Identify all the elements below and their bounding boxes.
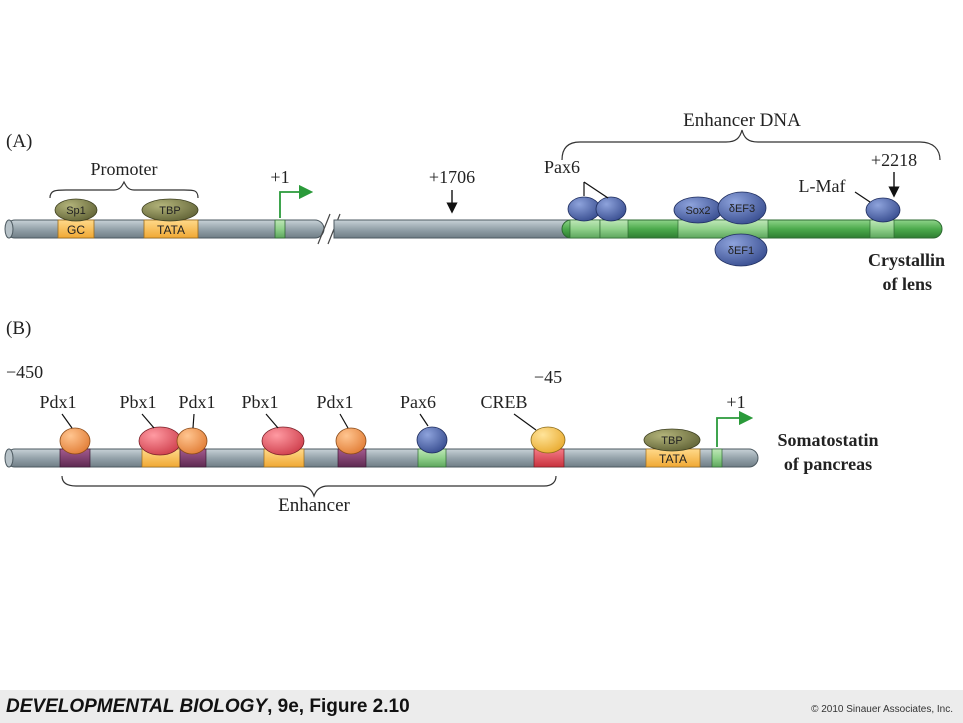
copyright-notice: © 2010 Sinauer Associates, Inc. bbox=[811, 704, 953, 715]
tbp-label-a: TBP bbox=[159, 205, 180, 217]
pdx1-pointer-1 bbox=[61, 413, 73, 429]
def1-protein bbox=[714, 233, 768, 267]
pax6-pointer-b bbox=[419, 413, 429, 427]
tbp-protein-a bbox=[141, 198, 199, 222]
def3-label: δEF3 bbox=[729, 203, 755, 215]
tata-box-label-b: TATA bbox=[659, 452, 687, 466]
enhancer-label-b: Enhancer bbox=[278, 495, 350, 516]
tss-arrow-a bbox=[279, 184, 314, 218]
pdx1-protein-1 bbox=[59, 427, 91, 455]
pbx1-protein-1 bbox=[138, 426, 182, 456]
pax6-protein-1 bbox=[567, 196, 601, 222]
pax6-label-a: Pax6 bbox=[544, 157, 580, 177]
panel-b-label: (B) bbox=[6, 318, 31, 339]
tbp-protein-b bbox=[643, 428, 701, 452]
dna-end-cap-a bbox=[4, 219, 14, 239]
lmaf-site bbox=[869, 219, 895, 239]
gene-name-of-lens: of lens bbox=[883, 274, 933, 294]
pax6-label-b: Pax6 bbox=[400, 392, 436, 412]
pdx1-pointer-2 bbox=[192, 413, 195, 429]
tss-label-a: +1 bbox=[270, 167, 289, 187]
break-mark-1 bbox=[317, 213, 331, 245]
pbx1-pointer-1 bbox=[141, 413, 155, 429]
sp1-protein bbox=[54, 198, 98, 222]
pdx1-pointer-3 bbox=[339, 413, 349, 429]
tss-site-b bbox=[711, 448, 723, 468]
lmaf-pointer bbox=[854, 191, 871, 203]
book-title: DEVELOPMENTAL BIOLOGY bbox=[6, 696, 268, 717]
dna-end-cap-b bbox=[4, 448, 14, 468]
sox2-label: Sox2 bbox=[685, 205, 710, 217]
pdx1-label-3: Pdx1 bbox=[316, 392, 353, 412]
def1-label: δEF1 bbox=[728, 245, 754, 257]
position-450-label: −450 bbox=[6, 362, 43, 382]
gc-box-label: GC bbox=[67, 223, 85, 237]
promoter-brace bbox=[49, 180, 199, 199]
pax6-site-1 bbox=[569, 219, 601, 239]
pbx1-label-1: Pbx1 bbox=[119, 392, 156, 412]
enhancer-dna-label: Enhancer DNA bbox=[683, 110, 801, 131]
pdx1-label-1: Pdx1 bbox=[39, 392, 76, 412]
panel-a: (A) GC TATA Sp1 TBP Promoter +1 +1706 bbox=[4, 110, 945, 294]
tss-arrow-b bbox=[716, 410, 754, 447]
pbx1-label-2: Pbx1 bbox=[241, 392, 278, 412]
footer-title: DEVELOPMENTAL BIOLOGY, 9e, Figure 2.10 bbox=[6, 696, 410, 718]
pax6-pointer-2 bbox=[583, 181, 609, 199]
pbx1-protein-2 bbox=[261, 426, 305, 456]
pdx1-protein-2 bbox=[176, 427, 208, 455]
position-45-label: −45 bbox=[534, 367, 562, 387]
gene-name-of-pancreas: of pancreas bbox=[784, 454, 872, 474]
creb-label: CREB bbox=[480, 392, 527, 412]
dna-strand-a-middle bbox=[333, 219, 571, 239]
pdx1-label-2: Pdx1 bbox=[178, 392, 215, 412]
enhancer-dna-brace bbox=[561, 129, 941, 161]
creb-protein bbox=[530, 426, 566, 454]
tbp-label-b: TBP bbox=[661, 435, 682, 447]
enhancer-brace-b bbox=[61, 475, 557, 498]
promoter-label: Promoter bbox=[91, 159, 158, 179]
tss-label-b: +1 bbox=[726, 392, 745, 412]
pbx1-pointer-2 bbox=[265, 413, 279, 429]
creb-pointer bbox=[513, 413, 537, 431]
def3-protein bbox=[717, 191, 767, 225]
lmaf-label: L-Maf bbox=[799, 176, 846, 196]
footer-bar bbox=[0, 690, 963, 723]
pdx1-protein-3 bbox=[335, 427, 367, 455]
panel-b: (B) −450 TATA TBP Pdx1 Pbx1 Pdx1 Pbx1 bbox=[4, 318, 879, 516]
panel-a-label: (A) bbox=[6, 131, 32, 152]
position-2218-label: +2218 bbox=[871, 150, 917, 170]
edition-figure: , 9e, Figure 2.10 bbox=[267, 696, 410, 717]
tata-box-label-a: TATA bbox=[157, 223, 185, 237]
lmaf-protein bbox=[865, 197, 901, 223]
sp1-label: Sp1 bbox=[66, 205, 86, 217]
tss-site-a bbox=[274, 219, 286, 239]
pax6-protein-b bbox=[416, 426, 448, 454]
pax6-site-2 bbox=[599, 219, 629, 239]
gene-name-crystallin: Crystallin bbox=[868, 250, 945, 270]
dna-strand-b bbox=[5, 448, 759, 468]
gene-regulation-diagram: (A) GC TATA Sp1 TBP Promoter +1 +1706 bbox=[4, 110, 945, 516]
position-1706-label: +1706 bbox=[429, 167, 475, 187]
gene-name-somatostatin: Somatostatin bbox=[777, 430, 878, 450]
pax6-protein-2 bbox=[595, 196, 627, 222]
